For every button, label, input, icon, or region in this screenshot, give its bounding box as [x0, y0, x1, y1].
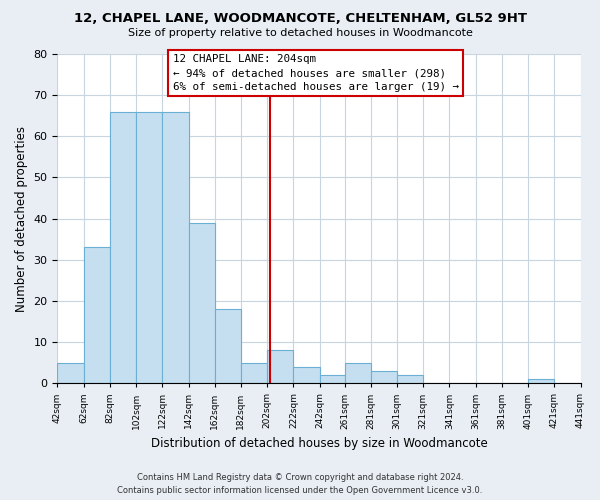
Bar [162, 112, 188, 384]
Bar [58, 362, 83, 384]
Bar [320, 375, 344, 384]
Bar [528, 379, 554, 384]
Bar [188, 222, 215, 384]
Bar [241, 362, 267, 384]
Bar [371, 371, 397, 384]
Bar [344, 362, 371, 384]
Text: Contains HM Land Registry data © Crown copyright and database right 2024.
Contai: Contains HM Land Registry data © Crown c… [118, 474, 482, 495]
X-axis label: Distribution of detached houses by size in Woodmancote: Distribution of detached houses by size … [151, 437, 487, 450]
Bar [83, 248, 110, 384]
Text: Size of property relative to detached houses in Woodmancote: Size of property relative to detached ho… [128, 28, 472, 38]
Bar [215, 309, 241, 384]
Y-axis label: Number of detached properties: Number of detached properties [15, 126, 28, 312]
Bar [293, 367, 320, 384]
Bar [136, 112, 162, 384]
Bar [110, 112, 136, 384]
Text: 12, CHAPEL LANE, WOODMANCOTE, CHELTENHAM, GL52 9HT: 12, CHAPEL LANE, WOODMANCOTE, CHELTENHAM… [74, 12, 527, 26]
Bar [267, 350, 293, 384]
Text: 12 CHAPEL LANE: 204sqm
← 94% of detached houses are smaller (298)
6% of semi-det: 12 CHAPEL LANE: 204sqm ← 94% of detached… [173, 54, 459, 92]
Bar [397, 375, 423, 384]
